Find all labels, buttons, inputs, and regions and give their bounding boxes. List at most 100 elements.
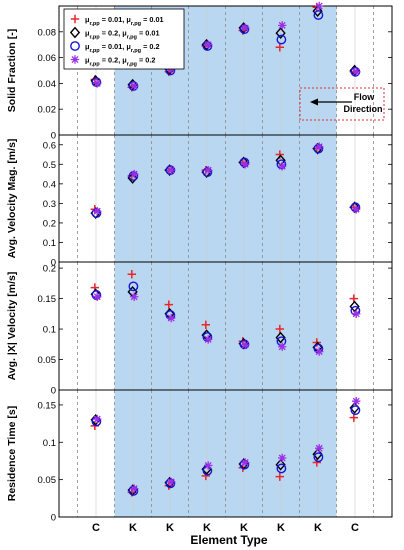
data-point bbox=[241, 160, 250, 169]
data-point bbox=[352, 205, 361, 214]
legend-box bbox=[63, 8, 185, 70]
data-point bbox=[278, 453, 287, 463]
y-tick-label: 0.05 bbox=[38, 475, 57, 486]
y-tick-label: 0.5 bbox=[43, 160, 56, 171]
legend-marker bbox=[69, 26, 81, 39]
data-point bbox=[275, 324, 284, 334]
y-tick-label: 0.05 bbox=[38, 355, 57, 366]
data-point bbox=[204, 335, 213, 344]
x-tick-label: K bbox=[129, 522, 137, 534]
data-point bbox=[93, 414, 102, 424]
legend-marker bbox=[70, 14, 80, 24]
data-point bbox=[204, 40, 213, 49]
data-point bbox=[276, 463, 287, 474]
panel-2: 0 0.1 0.2 0.3 0.4 0.5 0.6 Avg. Velocity Mag. [m… bbox=[6, 134, 393, 269]
legend: μr,pp = 0.01, μr,pg = 0.01 μr,pp = 0.2, μ… bbox=[63, 8, 185, 70]
data-point bbox=[276, 34, 287, 45]
data-point bbox=[167, 313, 176, 323]
data-point bbox=[167, 477, 176, 487]
flow-arrow-head bbox=[310, 98, 318, 106]
legend-marker bbox=[70, 55, 80, 64]
data-point bbox=[275, 458, 286, 471]
data-point bbox=[130, 292, 139, 301]
x-tick-label: K bbox=[240, 522, 248, 534]
data-point bbox=[275, 331, 286, 344]
x-tick-label: C bbox=[351, 522, 359, 534]
y-tick-label: 0.6 bbox=[43, 140, 56, 151]
panel-4: 0 0.05 0.1 0.15 Residence Time [s] bbox=[6, 389, 393, 524]
y-tick-label: 0.08 bbox=[38, 27, 57, 38]
data-point bbox=[315, 444, 324, 453]
annotation-text: Flow bbox=[354, 92, 375, 102]
y-tick-label: 0.04 bbox=[38, 79, 57, 90]
legend-marker bbox=[70, 41, 80, 51]
shaded-region bbox=[114, 390, 337, 517]
y-axis-label: Avg. |X| Velocity [m/s] bbox=[6, 272, 18, 381]
y-tick-label: 0.2 bbox=[43, 264, 56, 275]
annotation-text: Direction bbox=[343, 104, 382, 114]
y-tick-label: 0.3 bbox=[43, 199, 56, 210]
data-point bbox=[202, 167, 213, 178]
data-point bbox=[130, 169, 139, 179]
data-point bbox=[349, 413, 358, 422]
data-point bbox=[315, 142, 324, 151]
flow-direction-annotation: Flow Direction bbox=[299, 87, 385, 121]
x-tick-label: K bbox=[166, 522, 174, 534]
y-tick-label: 0.4 bbox=[43, 179, 56, 190]
data-point bbox=[278, 342, 287, 351]
data-point bbox=[93, 207, 102, 216]
data-point bbox=[204, 461, 213, 470]
data-point bbox=[91, 416, 102, 427]
data-point bbox=[241, 23, 250, 33]
data-point bbox=[313, 143, 324, 154]
y-tick-label: 0 bbox=[51, 131, 56, 142]
data-point bbox=[165, 478, 176, 489]
data-point bbox=[275, 27, 286, 39]
legend-label: μr,pp = 0.01, μr,pg = 0.2 bbox=[85, 42, 160, 54]
data-point bbox=[91, 77, 102, 88]
x-axis-label: Element Type bbox=[190, 533, 267, 547]
data-point bbox=[130, 81, 139, 91]
data-point bbox=[350, 405, 361, 416]
y-tick-label: 0 bbox=[51, 386, 56, 397]
data-point bbox=[204, 165, 213, 175]
data-point bbox=[241, 458, 250, 467]
y-tick-label: 0.2 bbox=[43, 218, 56, 229]
data-point bbox=[313, 452, 324, 463]
x-tick-label: C bbox=[92, 522, 100, 534]
y-axis-label: Solid Fraction [-] bbox=[6, 29, 18, 112]
shaded-region bbox=[114, 135, 337, 262]
data-point bbox=[241, 340, 250, 350]
data-point bbox=[352, 309, 361, 319]
annotation-box bbox=[299, 87, 385, 121]
data-point bbox=[93, 292, 102, 301]
legend-label: μr,pp = 0.2, μr,pg = 0.2 bbox=[85, 56, 155, 68]
data-point bbox=[239, 459, 250, 470]
y-tick-label: 0.06 bbox=[38, 53, 57, 64]
data-point bbox=[278, 162, 287, 171]
shaded-region bbox=[114, 262, 337, 390]
data-point bbox=[312, 448, 323, 461]
y-tick-label: 0.1 bbox=[43, 325, 56, 336]
data-point bbox=[202, 41, 213, 51]
data-point bbox=[130, 484, 139, 493]
y-tick-label: 0.1 bbox=[43, 438, 56, 449]
data-point bbox=[93, 79, 102, 88]
data-point bbox=[275, 472, 284, 481]
data-point bbox=[128, 485, 139, 496]
y-axis-label: Residence Time [s] bbox=[6, 406, 18, 502]
data-point bbox=[239, 157, 250, 168]
data-point bbox=[128, 281, 139, 292]
panel-3: 0 0.05 0.1 0.15 0.2 Avg. |X| Velocity [m/s] bbox=[6, 261, 393, 397]
data-point bbox=[164, 300, 173, 309]
panel-frame bbox=[58, 389, 393, 518]
data-point bbox=[278, 21, 287, 30]
legend-label: μr,pp = 0.01, μr,pg = 0.01 bbox=[85, 15, 164, 27]
data-point bbox=[167, 165, 176, 175]
data-point bbox=[315, 347, 324, 356]
y-axis-label: Avg. Velocity Mag. [m/s] bbox=[6, 139, 18, 259]
legend-label: μr,pp = 0.2, μr,pg = 0.01 bbox=[85, 29, 160, 41]
y-tick-label: 0.15 bbox=[38, 294, 57, 305]
y-tick-label: 0.02 bbox=[38, 105, 57, 116]
y-tick-label: 0.1 bbox=[43, 238, 56, 249]
